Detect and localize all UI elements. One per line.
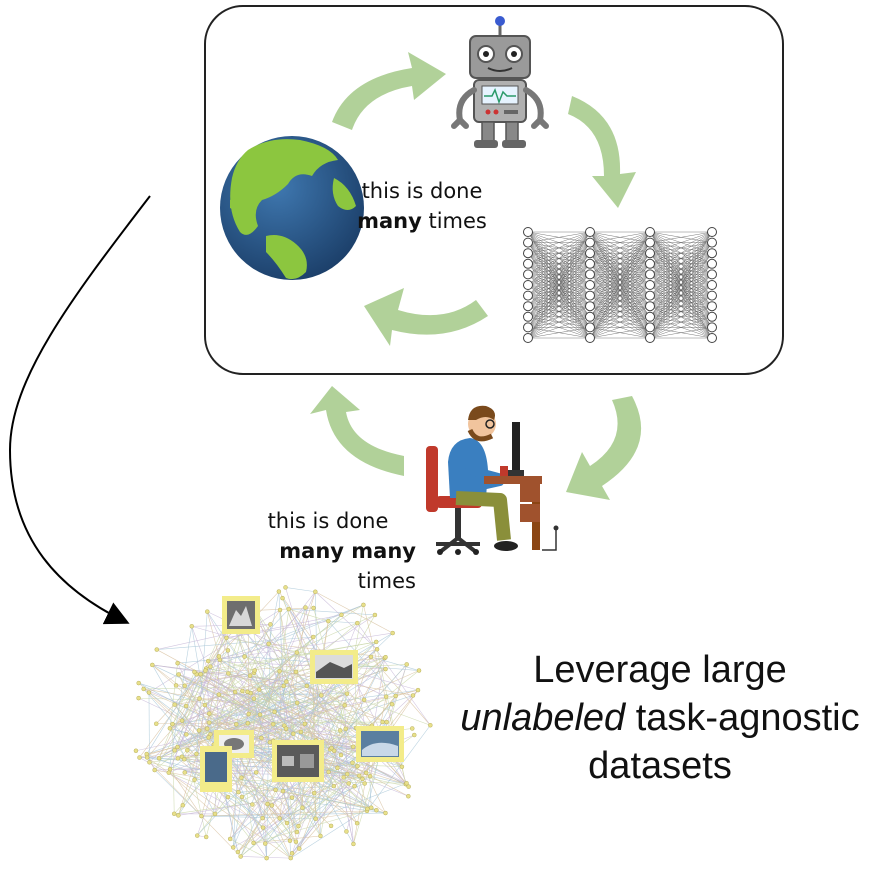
dataset-graph-icon [133,585,433,861]
arrow-robot-to-network [568,96,636,208]
outer-cycle-arrows [310,386,642,500]
outer-loop-rest: times [357,569,416,593]
arrow-globe-to-robot [332,52,446,130]
inner-loop-line2: many times [352,206,492,236]
thumbnail-monitor [200,746,232,792]
outer-loop-line1: this is done [267,509,389,533]
globe-icon [220,136,364,280]
inner-loop-label: this is done many times [352,176,492,236]
arrow-network-to-developer [566,396,642,500]
developer-at-desk-icon [426,405,559,555]
inner-loop-line1: this is done [361,179,483,203]
thumbnail-ocean [356,726,404,762]
neural-network-icon [523,227,717,343]
outer-loop-bold: many many [279,539,416,563]
outer-loop-label: this is done many many times [228,506,428,596]
thumbnail-landscape [310,650,358,684]
dataset-thumbnails [200,596,404,792]
inner-cycle-arrows [332,52,636,346]
leverage-line2-rest: task-agnostic [625,697,860,739]
outer-loop-line2: many many times [228,536,428,596]
leverage-italic: unlabeled [460,697,626,739]
thumbnail-office [272,740,324,782]
arrow-to-dataset [8,195,151,625]
leverage-line1: Leverage large [533,649,787,691]
inner-loop-bold: many [357,209,422,233]
inner-loop-rest: times [421,209,487,233]
thumbnail-wolf [222,596,260,634]
arrow-developer-to-loop [310,386,404,476]
leverage-line2: unlabeled task-agnostic [440,694,878,742]
leverage-line3: datasets [588,745,732,787]
arrow-network-to-globe [364,288,488,346]
robot-icon [451,16,549,148]
leverage-caption: Leverage large unlabeled task-agnostic d… [440,646,878,790]
